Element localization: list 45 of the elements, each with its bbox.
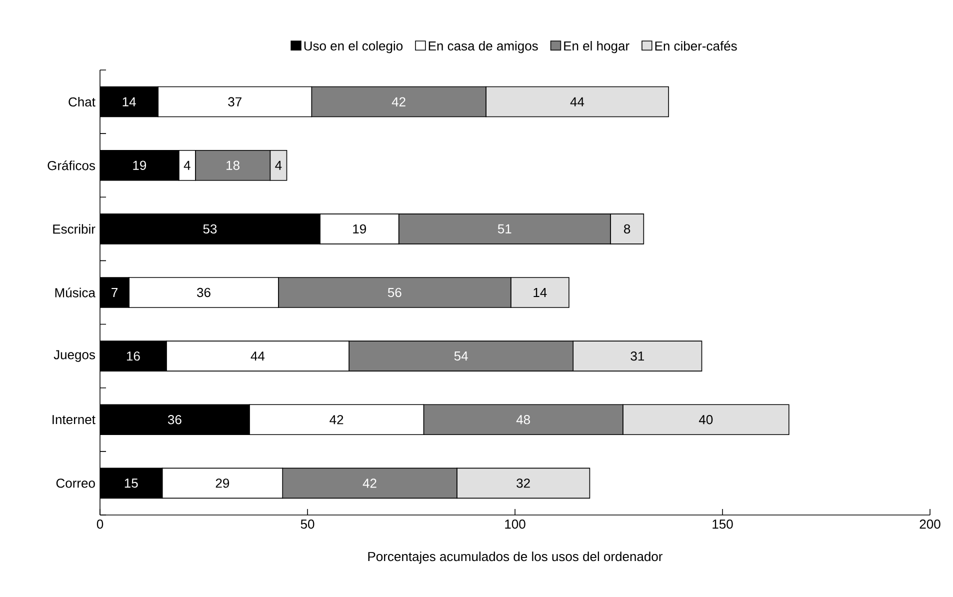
y-tick-label: Música xyxy=(55,288,96,298)
data-label: 19 xyxy=(353,224,366,234)
data-label: 18 xyxy=(226,160,240,170)
x-tick-label: 150 xyxy=(712,520,733,529)
y-tick-label: Chat xyxy=(68,97,96,107)
legend-label: Uso en el colegio xyxy=(304,41,403,54)
y-tick-label: Correo xyxy=(56,478,95,488)
data-label: 40 xyxy=(698,415,713,424)
y-tick-label: Internet xyxy=(52,415,96,424)
data-label: 14 xyxy=(122,97,136,106)
data-label: 51 xyxy=(498,224,512,234)
data-label: 8 xyxy=(624,224,630,234)
x-tick-label: 100 xyxy=(505,520,526,529)
y-tick-label: Juegos xyxy=(54,350,95,362)
data-label: 19 xyxy=(133,160,146,170)
data-label: 7 xyxy=(112,288,118,297)
data-label: 44 xyxy=(570,97,584,106)
data-label: 54 xyxy=(454,352,468,361)
legend-label: En ciber-cafés xyxy=(655,40,737,51)
data-label: 31 xyxy=(630,351,644,361)
data-label: 36 xyxy=(168,415,182,424)
legend-label: En el hogar xyxy=(564,41,630,54)
data-label: 4 xyxy=(184,160,190,170)
x-axis-title: Porcentajes acumulados de los usos del ordenador xyxy=(368,552,663,564)
x-tick-label: 200 xyxy=(920,520,940,529)
data-label: 42 xyxy=(362,478,376,488)
data-label: 56 xyxy=(388,288,402,298)
data-label: 14 xyxy=(534,288,547,297)
data-label: 16 xyxy=(126,351,140,361)
y-tick-label: Gráficos xyxy=(48,160,96,170)
x-tick-label: 0 xyxy=(96,520,104,529)
data-label: 42 xyxy=(330,415,344,424)
data-label: 37 xyxy=(228,97,242,106)
data-label: 48 xyxy=(516,415,530,424)
x-tick-label: 50 xyxy=(300,520,314,529)
data-label: 44 xyxy=(250,352,265,361)
y-tick-label: Escribir xyxy=(53,224,96,234)
data-label: 53 xyxy=(203,224,217,234)
data-label: 42 xyxy=(392,97,406,106)
data-label: 32 xyxy=(516,478,530,488)
data-label: 36 xyxy=(197,288,210,298)
legend-label: En casa de amigos xyxy=(428,41,538,54)
data-label: 29 xyxy=(216,478,230,488)
data-label: 4 xyxy=(275,160,282,170)
data-label: 15 xyxy=(124,478,138,488)
